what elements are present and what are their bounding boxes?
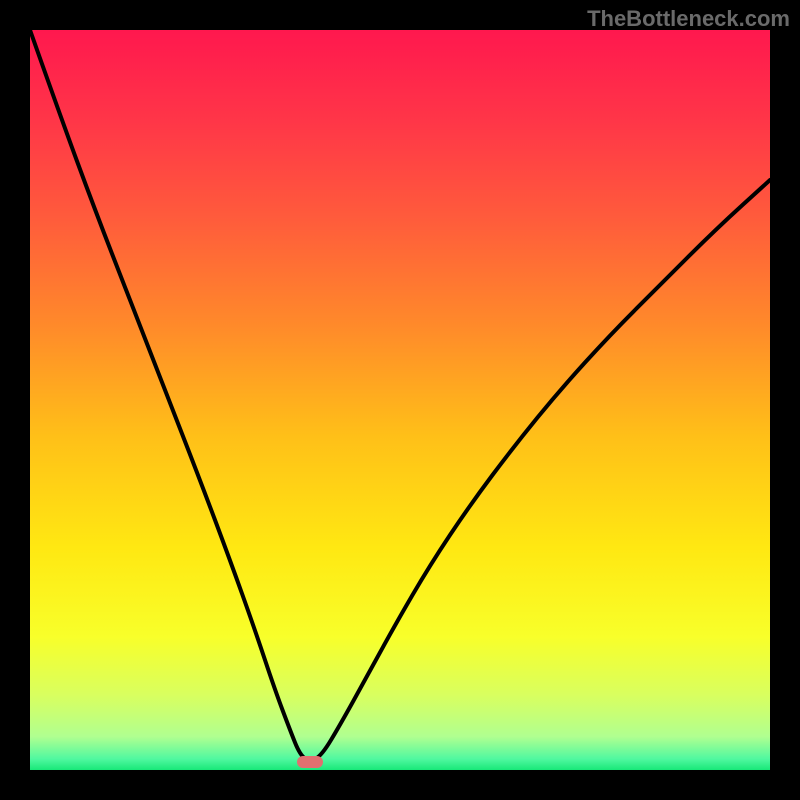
gradient-background (0, 0, 800, 800)
watermark-text: TheBottleneck.com (587, 6, 790, 32)
valley-marker (297, 756, 323, 768)
